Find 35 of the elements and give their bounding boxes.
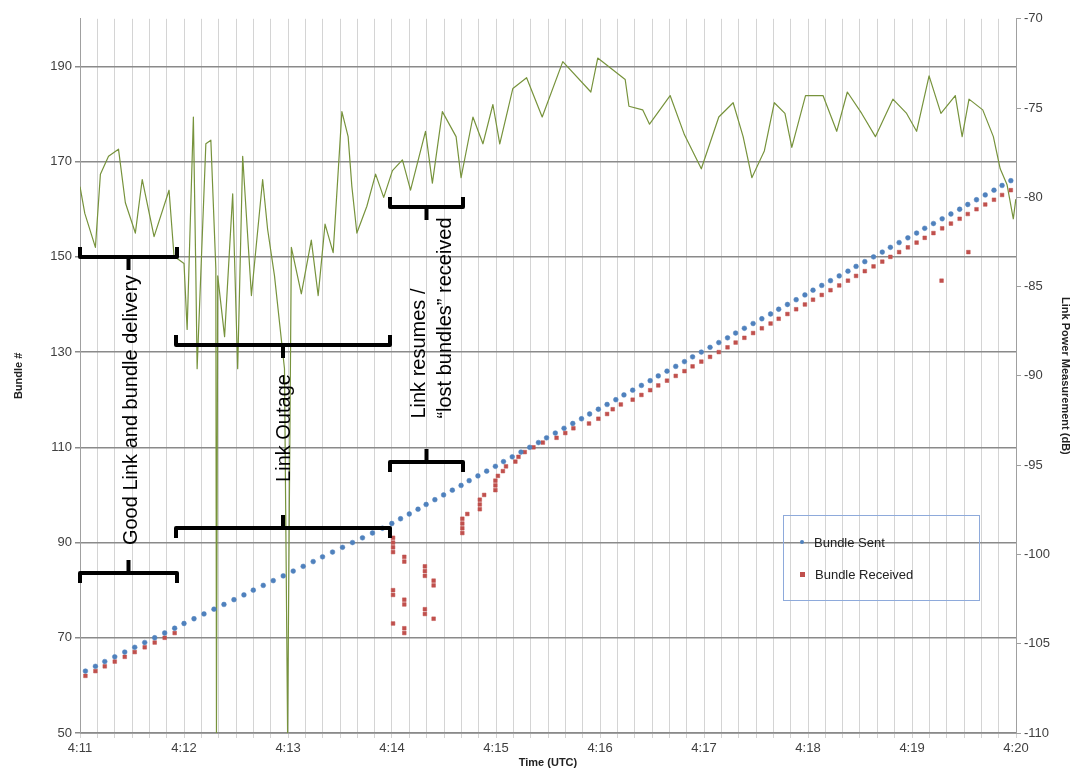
y-axis-title: Bundle #	[11, 352, 24, 400]
x-tick-label: 4:18	[795, 740, 821, 756]
legend-label: Bundle Received	[815, 566, 914, 582]
legend-label: Bundle Sent	[814, 534, 885, 550]
x-tick-label: 4:15	[483, 740, 509, 756]
y2-tick-label: -90	[1024, 367, 1043, 383]
y-tick-label: 150	[50, 248, 72, 264]
x-tick-label: 4:12	[171, 740, 197, 756]
y-tick-label: 190	[50, 57, 72, 73]
x-tick-label: 4:13	[275, 740, 301, 756]
y2-tick-label: -85	[1024, 278, 1043, 294]
annotation: Link resumes / “lost bundles” received	[406, 217, 456, 419]
y-tick-label: 130	[50, 343, 72, 359]
y2-tick-label: -105	[1024, 635, 1051, 651]
y-tick-label: 50	[57, 724, 72, 740]
annotation: Link Outage	[271, 374, 295, 482]
x-tick-label: 4:19	[899, 740, 925, 756]
x-axis-title: Time (UTC)	[518, 756, 578, 769]
x-tick-label: 4:16	[587, 740, 613, 756]
y2-tick-label: -100	[1024, 546, 1051, 562]
y2-tick-label: -75	[1024, 99, 1043, 115]
y2-tick-label: -95	[1024, 456, 1043, 472]
x-tick-label: 4:17	[691, 740, 717, 756]
y-tick-label: 90	[57, 534, 72, 550]
x-tick-label: 4:20	[1003, 740, 1029, 756]
y-tick-label: 170	[50, 153, 72, 169]
y2-tick-label: -110	[1024, 724, 1050, 740]
y2-axis-title: Link Power Measurement (dB)	[1060, 297, 1073, 456]
x-tick-label: 4:11	[67, 740, 93, 756]
x-tick-label: 4:14	[379, 740, 405, 756]
y2-tick-label: -70	[1024, 10, 1043, 26]
y2-tick-label: -80	[1024, 188, 1043, 204]
annotation: Good Link and bundle delivery	[118, 274, 142, 546]
y-tick-label: 110	[51, 438, 72, 454]
y-tick-label: 70	[57, 629, 72, 645]
